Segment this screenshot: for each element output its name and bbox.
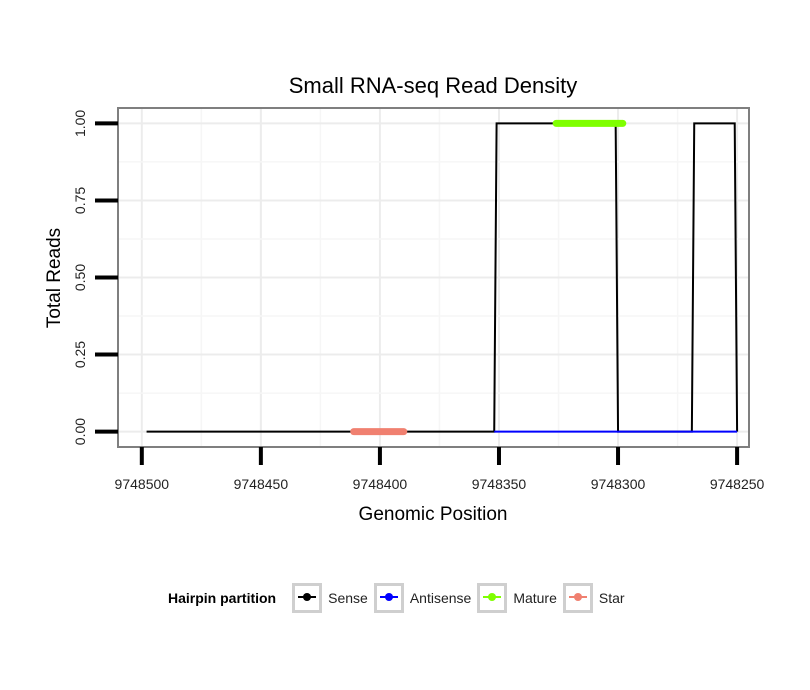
x-tick-label: 9748500 [115,476,170,492]
x-tick-label: 9748350 [472,476,527,492]
legend-key-antisense [373,583,404,613]
legend-label-antisense: Antisense [409,590,472,606]
legend-title: Hairpin partition [168,590,277,606]
x-tick-label: 9748450 [234,476,289,492]
legend-item-star: Star [562,583,625,613]
y-tick-label: 0.25 [72,341,88,368]
chart-title: Small RNA-seq Read Density [289,73,578,98]
legend-item-mature: Mature [477,583,557,613]
y-tick-label: 0.50 [72,264,88,291]
legend-key-star [562,583,593,613]
axes: 9748500 9748450 9748400 9748350 9748300 97482… [72,110,765,492]
x-tick-label: 9748400 [353,476,408,492]
x-tick-label: 9748300 [591,476,646,492]
legend: Hairpin partition Sense Antisense Mature… [168,578,631,618]
y-axis-label: Total Reads [44,228,65,328]
legend-key-mature [477,583,508,613]
y-tick-label: 1.00 [72,110,88,137]
legend-label-mature: Mature [513,590,557,606]
legend-label-sense: Sense [328,590,368,606]
y-tick-label: 0.00 [72,418,88,445]
x-axis-label: Genomic Position [359,504,508,525]
grid [118,108,749,447]
legend-item-sense: Sense [292,583,368,613]
series-layer [146,119,739,436]
y-tick-label: 0.75 [72,187,88,214]
legend-label-star: Star [598,590,625,606]
legend-key-sense [292,583,323,613]
legend-item-antisense: Antisense [373,583,472,613]
x-tick-label: 9748250 [710,476,765,492]
